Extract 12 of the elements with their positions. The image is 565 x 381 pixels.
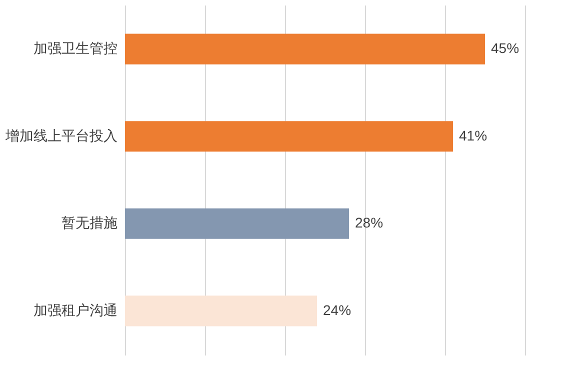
y-tick-label: 加强租户沟通	[34, 302, 118, 318]
y-tick-label: 增加线上平台投入	[4, 127, 118, 144]
bar	[125, 121, 453, 152]
data-label: 28%	[355, 214, 384, 231]
bar	[125, 34, 485, 64]
y-tick-label: 暂无措施	[62, 214, 118, 231]
bar	[125, 208, 349, 239]
data-label: 24%	[323, 302, 352, 318]
data-label: 45%	[491, 40, 520, 56]
bar	[125, 296, 317, 326]
y-tick-label: 加强卫生管控	[34, 40, 118, 56]
data-label: 41%	[459, 127, 488, 144]
